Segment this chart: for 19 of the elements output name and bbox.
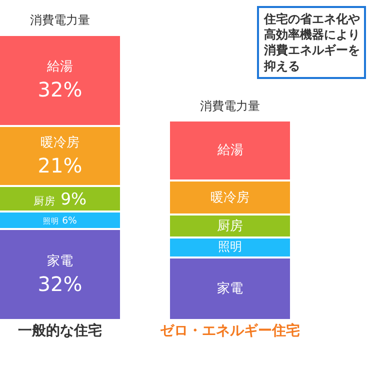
series-label: 家電 bbox=[217, 280, 244, 297]
data-label: 32% bbox=[38, 78, 82, 102]
text: 暖冷房 bbox=[40, 136, 80, 151]
annotation: 住宅の省エネ化や高効率機器により消費エネルギーを抑える bbox=[263, 12, 360, 73]
text: 家電 bbox=[47, 254, 74, 269]
data-label: 6% bbox=[62, 215, 77, 226]
series-label: 照明 bbox=[218, 240, 242, 254]
text: 給湯 bbox=[47, 60, 74, 75]
annotation: 消費電力量 bbox=[30, 13, 90, 27]
data-label: 32% bbox=[38, 272, 82, 296]
series-label: 厨房 bbox=[217, 218, 244, 234]
series-label: 暖冷房 bbox=[210, 189, 250, 206]
x-tick-label: 一般的な住宅 bbox=[18, 322, 102, 339]
annotation: 消費電力量 bbox=[200, 99, 260, 113]
data-label: 9% bbox=[60, 190, 87, 209]
series-label: 給湯 bbox=[216, 142, 244, 158]
text: 厨房 bbox=[33, 194, 56, 208]
data-label: 21% bbox=[38, 154, 82, 178]
x-tick-label: ゼロ・エネルギー住宅 bbox=[160, 322, 300, 339]
